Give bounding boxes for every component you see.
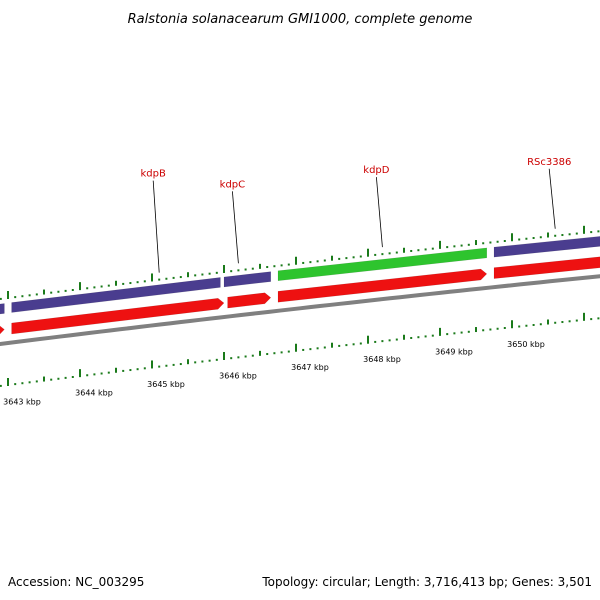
scale-label-7: 3650 kbp [507,340,545,349]
scale-label-3: 3646 kbp [219,371,257,380]
upper-tick-track [0,225,600,300]
forward-gene-2 [223,271,272,288]
reverse-gene-4 [493,256,600,279]
reverse-gene-2 [227,292,272,309]
reverse-gene-track [0,256,600,335]
accession-text: Accession: NC_003295 [8,575,144,589]
gene-leader-2 [376,177,383,248]
backbone-track [0,274,600,347]
gene-label-3: RSc3386 [527,157,571,168]
scale-label-5: 3648 kbp [363,355,401,364]
scale-label-2: 3645 kbp [147,380,185,389]
backbone-line [0,274,600,347]
gene-label-0: kdpB [141,169,166,180]
forward-gene-track [0,236,600,315]
reverse-gene-3 [277,268,488,303]
gene-labels: kdpB kdpC kdpD RSc3386 [141,157,571,273]
genome-summary-text: Topology: circular; Length: 3,716,413 bp… [261,575,592,589]
forward-gene-1 [11,277,221,313]
scale-tick-track [0,312,600,387]
scale-label-6: 3649 kbp [435,347,473,356]
gene-label-1: kdpC [220,179,245,190]
gene-leader-3 [548,168,556,229]
forward-gene-3 [277,247,488,282]
gene-leader-1 [232,191,239,264]
reverse-gene-1 [11,297,225,335]
map-title: Ralstonia solanacearum GMI1000, complete… [128,12,473,27]
reverse-gene-0 [0,325,5,335]
scale-label-0: 3643 kbp [3,397,41,406]
gene-label-2: kdpD [363,165,389,176]
forward-gene-4 [493,236,600,258]
scale-labels: 3643 kbp 3644 kbp 3645 kbp 3646 kbp 3647 kbp… [3,340,545,406]
scale-label-1: 3644 kbp [75,388,113,397]
gene-leader-0 [152,180,160,273]
scale-label-4: 3647 kbp [291,363,329,372]
forward-gene-0 [0,303,5,315]
